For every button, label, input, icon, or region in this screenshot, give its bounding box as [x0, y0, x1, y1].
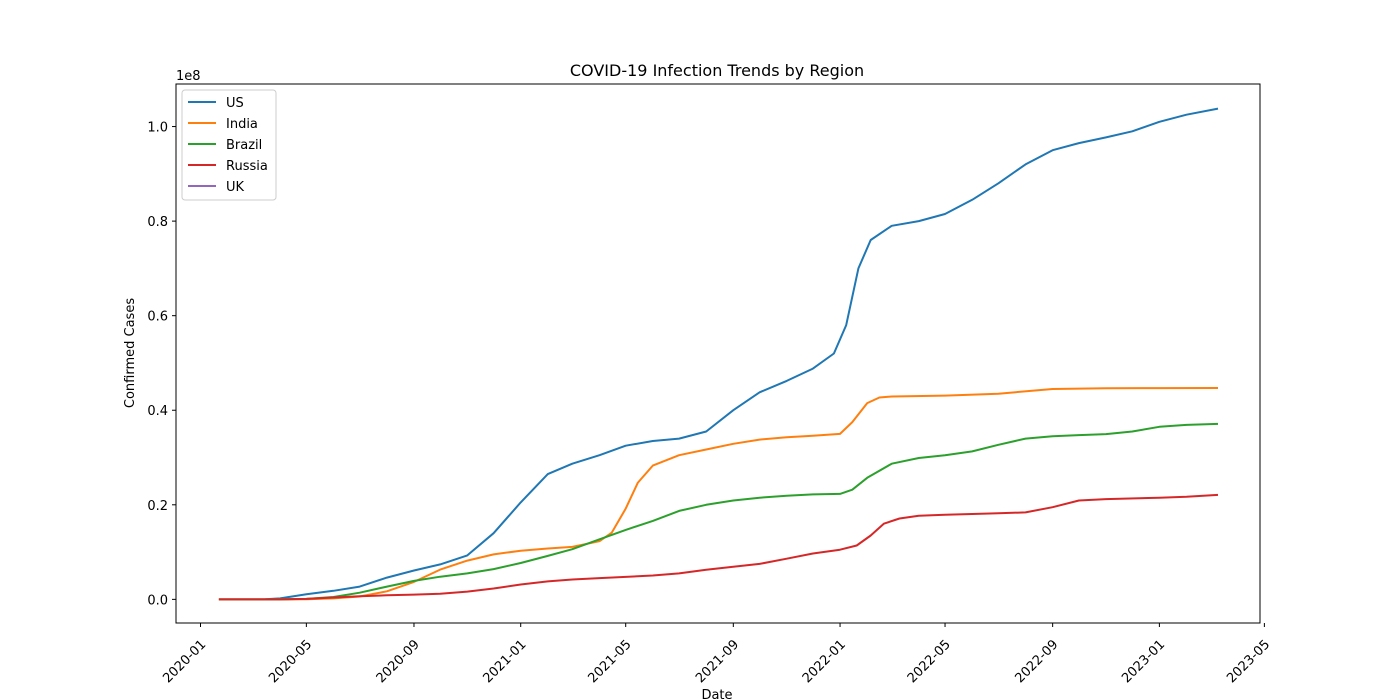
plot-frame	[175, 83, 1261, 624]
y-axis-label: Confirmed Cases	[123, 298, 138, 408]
y-tick-label: 0.2	[147, 499, 168, 514]
x-tick-label: 2021-09	[693, 637, 742, 686]
x-tick-label: 2023-05	[1224, 637, 1273, 686]
series-line-india	[218, 387, 1219, 601]
series-line-us	[218, 107, 1219, 601]
legend-label-india: India	[226, 117, 258, 132]
x-tick-label: 2023-01	[1119, 637, 1168, 686]
chart-title: COVID-19 Infection Trends by Region	[570, 61, 864, 80]
x-tick-label: 2021-05	[586, 637, 635, 686]
legend-label-russia: Russia	[226, 159, 268, 174]
y-tick-label: 1.0	[147, 121, 168, 136]
y-offset-label: 1e8	[176, 69, 201, 84]
y-tick-label: 0.4	[147, 404, 168, 419]
x-tick-label: 2021-01	[481, 637, 530, 686]
legend: US India Brazil Russia UK	[181, 89, 277, 201]
x-tick-label: 2020-05	[266, 637, 315, 686]
x-tick-label: 2022-05	[905, 637, 954, 686]
series-line-brazil	[218, 422, 1219, 601]
y-tick-label: 0.0	[147, 593, 168, 608]
x-tick-label: 2020-09	[374, 637, 423, 686]
legend-box	[181, 89, 277, 201]
axis-ticks: 2020-01 2020-05 2020-09 2021-01 2021-05 2021-…	[147, 121, 1273, 687]
series-line-russia	[218, 493, 1219, 601]
x-tick-label: 2020-01	[160, 637, 209, 686]
x-tick-label: 2022-09	[1012, 637, 1061, 686]
legend-label-us: US	[226, 96, 244, 111]
x-axis-label: Date	[701, 688, 732, 700]
legend-label-brazil: Brazil	[226, 138, 262, 153]
series-lines	[218, 107, 1219, 601]
legend-label-uk: UK	[226, 180, 245, 195]
x-tick-label: 2022-01	[800, 637, 849, 686]
y-tick-label: 0.8	[147, 215, 168, 230]
y-tick-label: 0.6	[147, 310, 168, 325]
